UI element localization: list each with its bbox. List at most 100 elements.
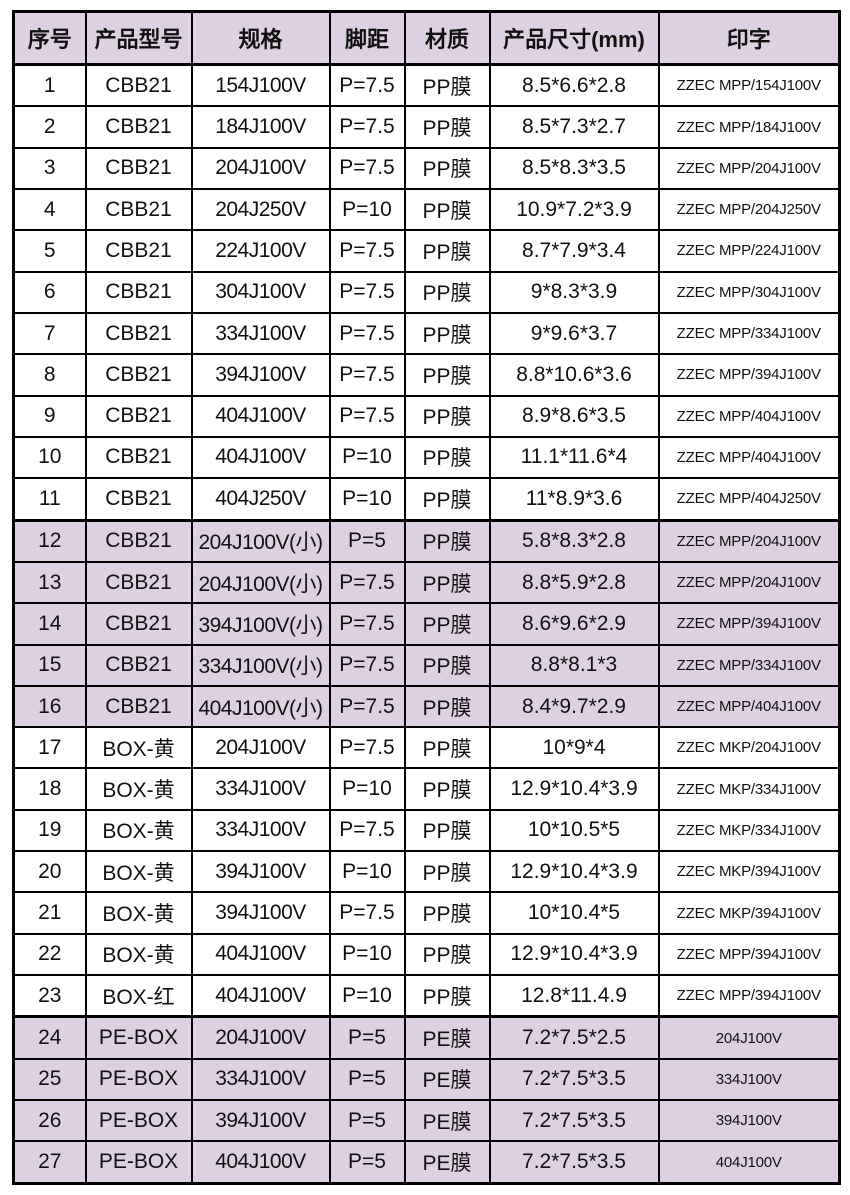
model-cell: CBB21 [84,560,193,605]
header-row: 序号 产品型号 规格 脚距 材质 产品尺寸(mm) 印字 [12,10,841,66]
model-cell: BOX-红 [84,973,193,1018]
model-cell: BOX-黄 [84,850,193,894]
print-cell: ZZEC MPP/404J250V [657,477,841,522]
model-cell: CBB21 [84,602,193,646]
material-cell: PP膜 [403,477,491,522]
print-cell: ZZEC MPP/184J100V [657,105,841,149]
size-cell: 10*10.5*5 [488,808,660,853]
spec-cell: 404J100V [190,394,331,438]
index-cell: 1 [12,63,87,108]
index-cell: 14 [12,602,87,646]
pitch-cell: P=7.5 [328,684,406,729]
index-cell: 25 [12,1057,87,1102]
print-cell: ZZEC MKP/204J100V [657,726,841,770]
model-cell: CBB21 [84,229,193,273]
material-cell: PP膜 [403,602,491,646]
material-cell: PP膜 [403,311,491,356]
material-cell: PP膜 [403,684,491,729]
size-cell: 8.5*8.3*3.5 [488,146,660,191]
spec-cell: 204J100V [190,1015,331,1060]
spec-cell: 204J100V(小) [190,518,331,563]
print-cell: ZZEC MPP/404J100V [657,435,841,480]
model-cell: BOX-黄 [84,726,193,770]
table-row: 11 CBB21 404J250V P=10 PP膜 11*8.9*3.6 ZZEC MPP… [12,477,841,522]
pitch-cell: P=7.5 [328,891,406,935]
print-cell: ZZEC MPP/204J100V [657,560,841,605]
table-row: 10 CBB21 404J100V P=10 PP膜 11.1*11.6*4 ZZEC MP… [12,435,841,480]
index-cell: 13 [12,560,87,605]
material-cell: PP膜 [403,146,491,191]
size-cell: 8.8*8.1*3 [488,643,660,687]
print-cell: ZZEC MKP/334J100V [657,767,841,811]
index-cell: 27 [12,1140,87,1185]
size-cell: 8.8*10.6*3.6 [488,353,660,397]
material-cell: PP膜 [403,394,491,438]
table-row: 8 CBB21 394J100V P=7.5 PP膜 8.8*10.6*3.6 ZZEC M… [12,353,841,397]
index-cell: 3 [12,146,87,191]
table-row: 4 CBB21 204J250V P=10 PP膜 10.9*7.2*3.9 ZZEC MP… [12,188,841,232]
index-cell: 26 [12,1099,87,1143]
spec-cell: 404J100V [190,1140,331,1185]
spec-cell: 334J100V [190,311,331,356]
pitch-cell: P=10 [328,188,406,232]
size-cell: 10*10.4*5 [488,891,660,935]
pitch-cell: P=7.5 [328,560,406,605]
pitch-cell: P=10 [328,932,406,976]
model-cell: PE-BOX [84,1057,193,1102]
print-cell: ZZEC MPP/304J100V [657,270,841,314]
pitch-cell: P=5 [328,1140,406,1185]
size-cell: 11.1*11.6*4 [488,435,660,480]
print-cell: 204J100V [657,1015,841,1060]
pitch-cell: P=7.5 [328,726,406,770]
model-cell: BOX-黄 [84,932,193,976]
size-cell: 12.9*10.4*3.9 [488,850,660,894]
print-cell: ZZEC MPP/154J100V [657,63,841,108]
print-cell: ZZEC MPP/224J100V [657,229,841,273]
size-cell: 7.2*7.5*3.5 [488,1057,660,1102]
print-cell: ZZEC MPP/334J100V [657,311,841,356]
table-row: 9 CBB21 404J100V P=7.5 PP膜 8.9*8.6*3.5 ZZEC MP… [12,394,841,438]
model-cell: CBB21 [84,435,193,480]
size-cell: 8.5*7.3*2.7 [488,105,660,149]
pitch-cell: P=10 [328,850,406,894]
spec-cell: 404J250V [190,477,331,522]
spec-cell: 334J100V [190,808,331,853]
model-cell: CBB21 [84,518,193,563]
size-cell: 7.2*7.5*3.5 [488,1099,660,1143]
pitch-cell: P=5 [328,518,406,563]
table-row: 16 CBB21 404J100V(小) P=7.5 PP膜 8.4*9.7*2.9 ZZE… [12,684,841,729]
pitch-cell: P=10 [328,477,406,522]
material-cell: PE膜 [403,1057,491,1102]
table-row: 2 CBB21 184J100V P=7.5 PP膜 8.5*7.3*2.7 ZZEC MP… [12,105,841,149]
pitch-cell: P=7.5 [328,311,406,356]
print-cell: ZZEC MKP/334J100V [657,808,841,853]
material-cell: PP膜 [403,932,491,976]
spec-cell: 394J100V [190,891,331,935]
print-cell: 334J100V [657,1057,841,1102]
size-cell: 9*9.6*3.7 [488,311,660,356]
size-cell: 8.6*9.6*2.9 [488,602,660,646]
print-cell: ZZEC MPP/394J100V [657,353,841,397]
pitch-cell: P=10 [328,973,406,1018]
table-row: 21 BOX-黄 394J100V P=7.5 PP膜 10*10.4*5 ZZEC MKP… [12,891,841,935]
pitch-cell: P=5 [328,1015,406,1060]
material-cell: PP膜 [403,105,491,149]
index-cell: 24 [12,1015,87,1060]
material-cell: PP膜 [403,353,491,397]
table-row: 12 CBB21 204J100V(小) P=5 PP膜 5.8*8.3*2.8 ZZEC … [12,518,841,563]
column-header-material: 材质 [403,10,491,66]
spec-cell: 184J100V [190,105,331,149]
index-cell: 23 [12,973,87,1018]
model-cell: CBB21 [84,311,193,356]
pitch-cell: P=7.5 [328,105,406,149]
index-cell: 8 [12,353,87,397]
spec-cell: 394J100V [190,353,331,397]
index-cell: 17 [12,726,87,770]
index-cell: 18 [12,767,87,811]
pitch-cell: P=7.5 [328,270,406,314]
model-cell: CBB21 [84,188,193,232]
spec-cell: 334J100V [190,767,331,811]
pitch-cell: P=7.5 [328,394,406,438]
size-cell: 8.4*9.7*2.9 [488,684,660,729]
print-cell: 394J100V [657,1099,841,1143]
